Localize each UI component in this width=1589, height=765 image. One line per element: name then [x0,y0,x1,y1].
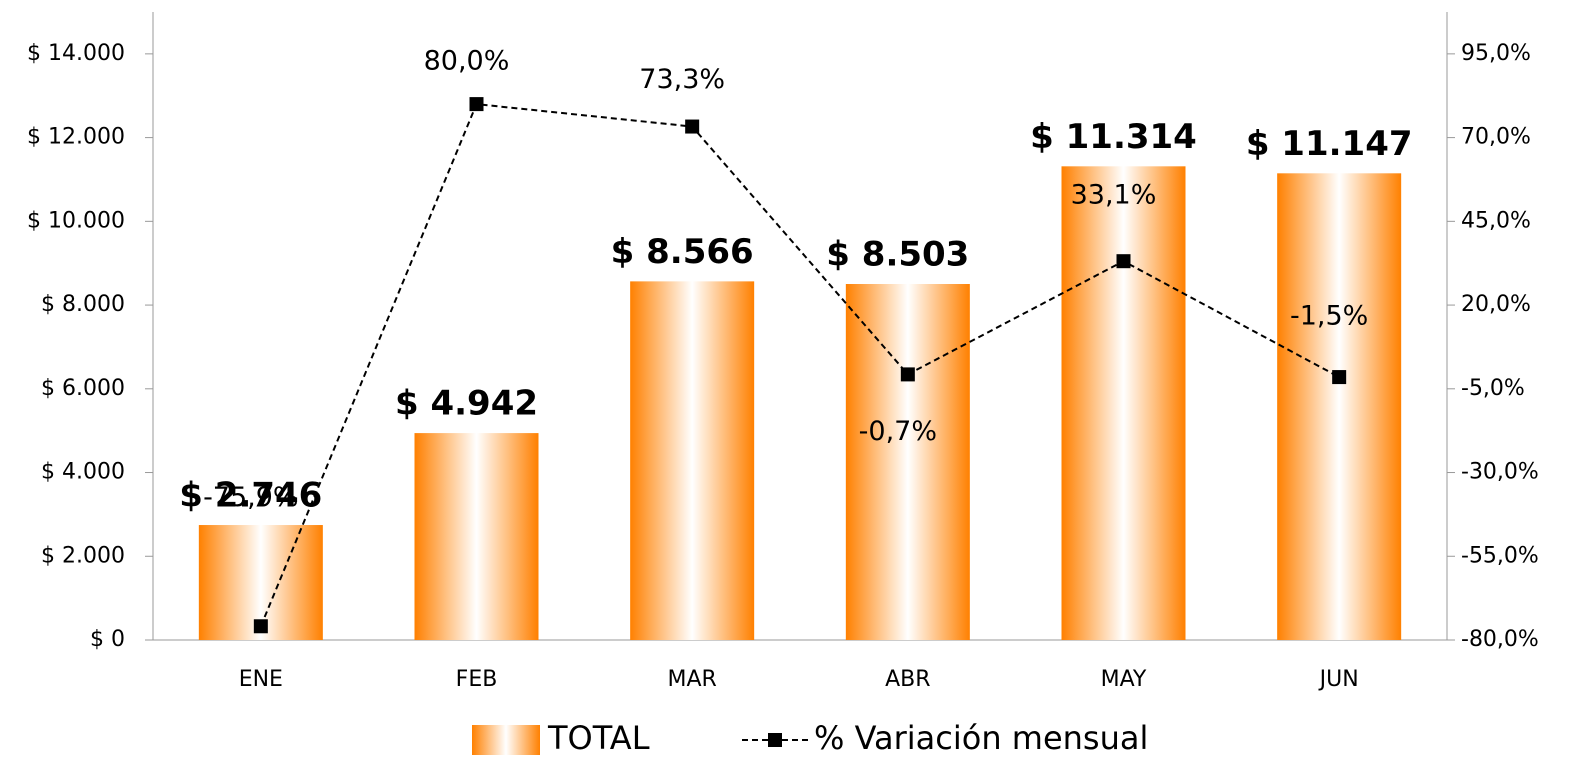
line-value-label: -75,9% [203,482,299,513]
y2-tick-label: 20,0% [1461,292,1531,317]
x-tick-label: ABR [885,667,930,692]
line-marker [1332,370,1347,385]
line-value-label: -0,7% [859,416,937,447]
bar [845,284,970,640]
bar-value-label: $ 2.746 [179,476,322,516]
bar-value-label: $ 11.314 [1030,117,1197,157]
y-tick-label: $ 12.000 [27,125,125,150]
line-marker [253,619,268,634]
bar-value-label: $ 11.147 [1246,124,1413,164]
y2-tick-label: -55,0% [1461,543,1539,568]
bar [414,433,539,640]
bar-value-label: $ 8.566 [611,232,754,272]
y-tick-label: $ 6.000 [41,376,125,401]
y2-tick-label: 45,0% [1461,208,1531,233]
bar [630,281,755,640]
y2-tick-label: -80,0% [1461,627,1539,652]
y-tick-label: $ 2.000 [41,543,125,568]
y2-tick-label: -30,0% [1461,460,1539,485]
legend-swatch [472,725,540,755]
bar-value-label: $ 4.942 [395,384,538,424]
bar [1277,173,1402,641]
x-tick-label: FEB [456,667,498,692]
line-marker [900,367,915,382]
legend-label: % Variación mensual [814,719,1148,757]
x-tick-label: JUN [1318,667,1359,692]
y2-tick-label: -5,0% [1461,376,1525,401]
line-value-label: 33,1% [1071,180,1157,211]
y-tick-label: $ 14.000 [27,41,125,66]
y-tick-label: $ 10.000 [27,208,125,233]
legend-marker [768,733,782,747]
line [259,103,1340,627]
x-tick-label: MAY [1101,667,1147,692]
x-tick-label: ENE [239,667,283,692]
line-marker [469,97,484,112]
y-tick-label: $ 8.000 [41,292,125,317]
line-marker [1116,254,1131,269]
y2-tick-label: 95,0% [1461,41,1531,66]
line-value-label: -1,5% [1290,301,1368,332]
y2-tick-label: 70,0% [1461,125,1531,150]
bar [1061,166,1186,640]
bar-value-label: $ 8.503 [826,235,969,275]
x-tick-label: MAR [668,667,717,692]
line-marker [685,119,700,134]
legend-label: TOTAL [547,719,650,757]
line-value-label: 73,3% [639,64,725,95]
line-value-label: 80,0% [424,46,510,77]
y-tick-label: $ 0 [90,627,125,652]
y-tick-label: $ 4.000 [41,460,125,485]
